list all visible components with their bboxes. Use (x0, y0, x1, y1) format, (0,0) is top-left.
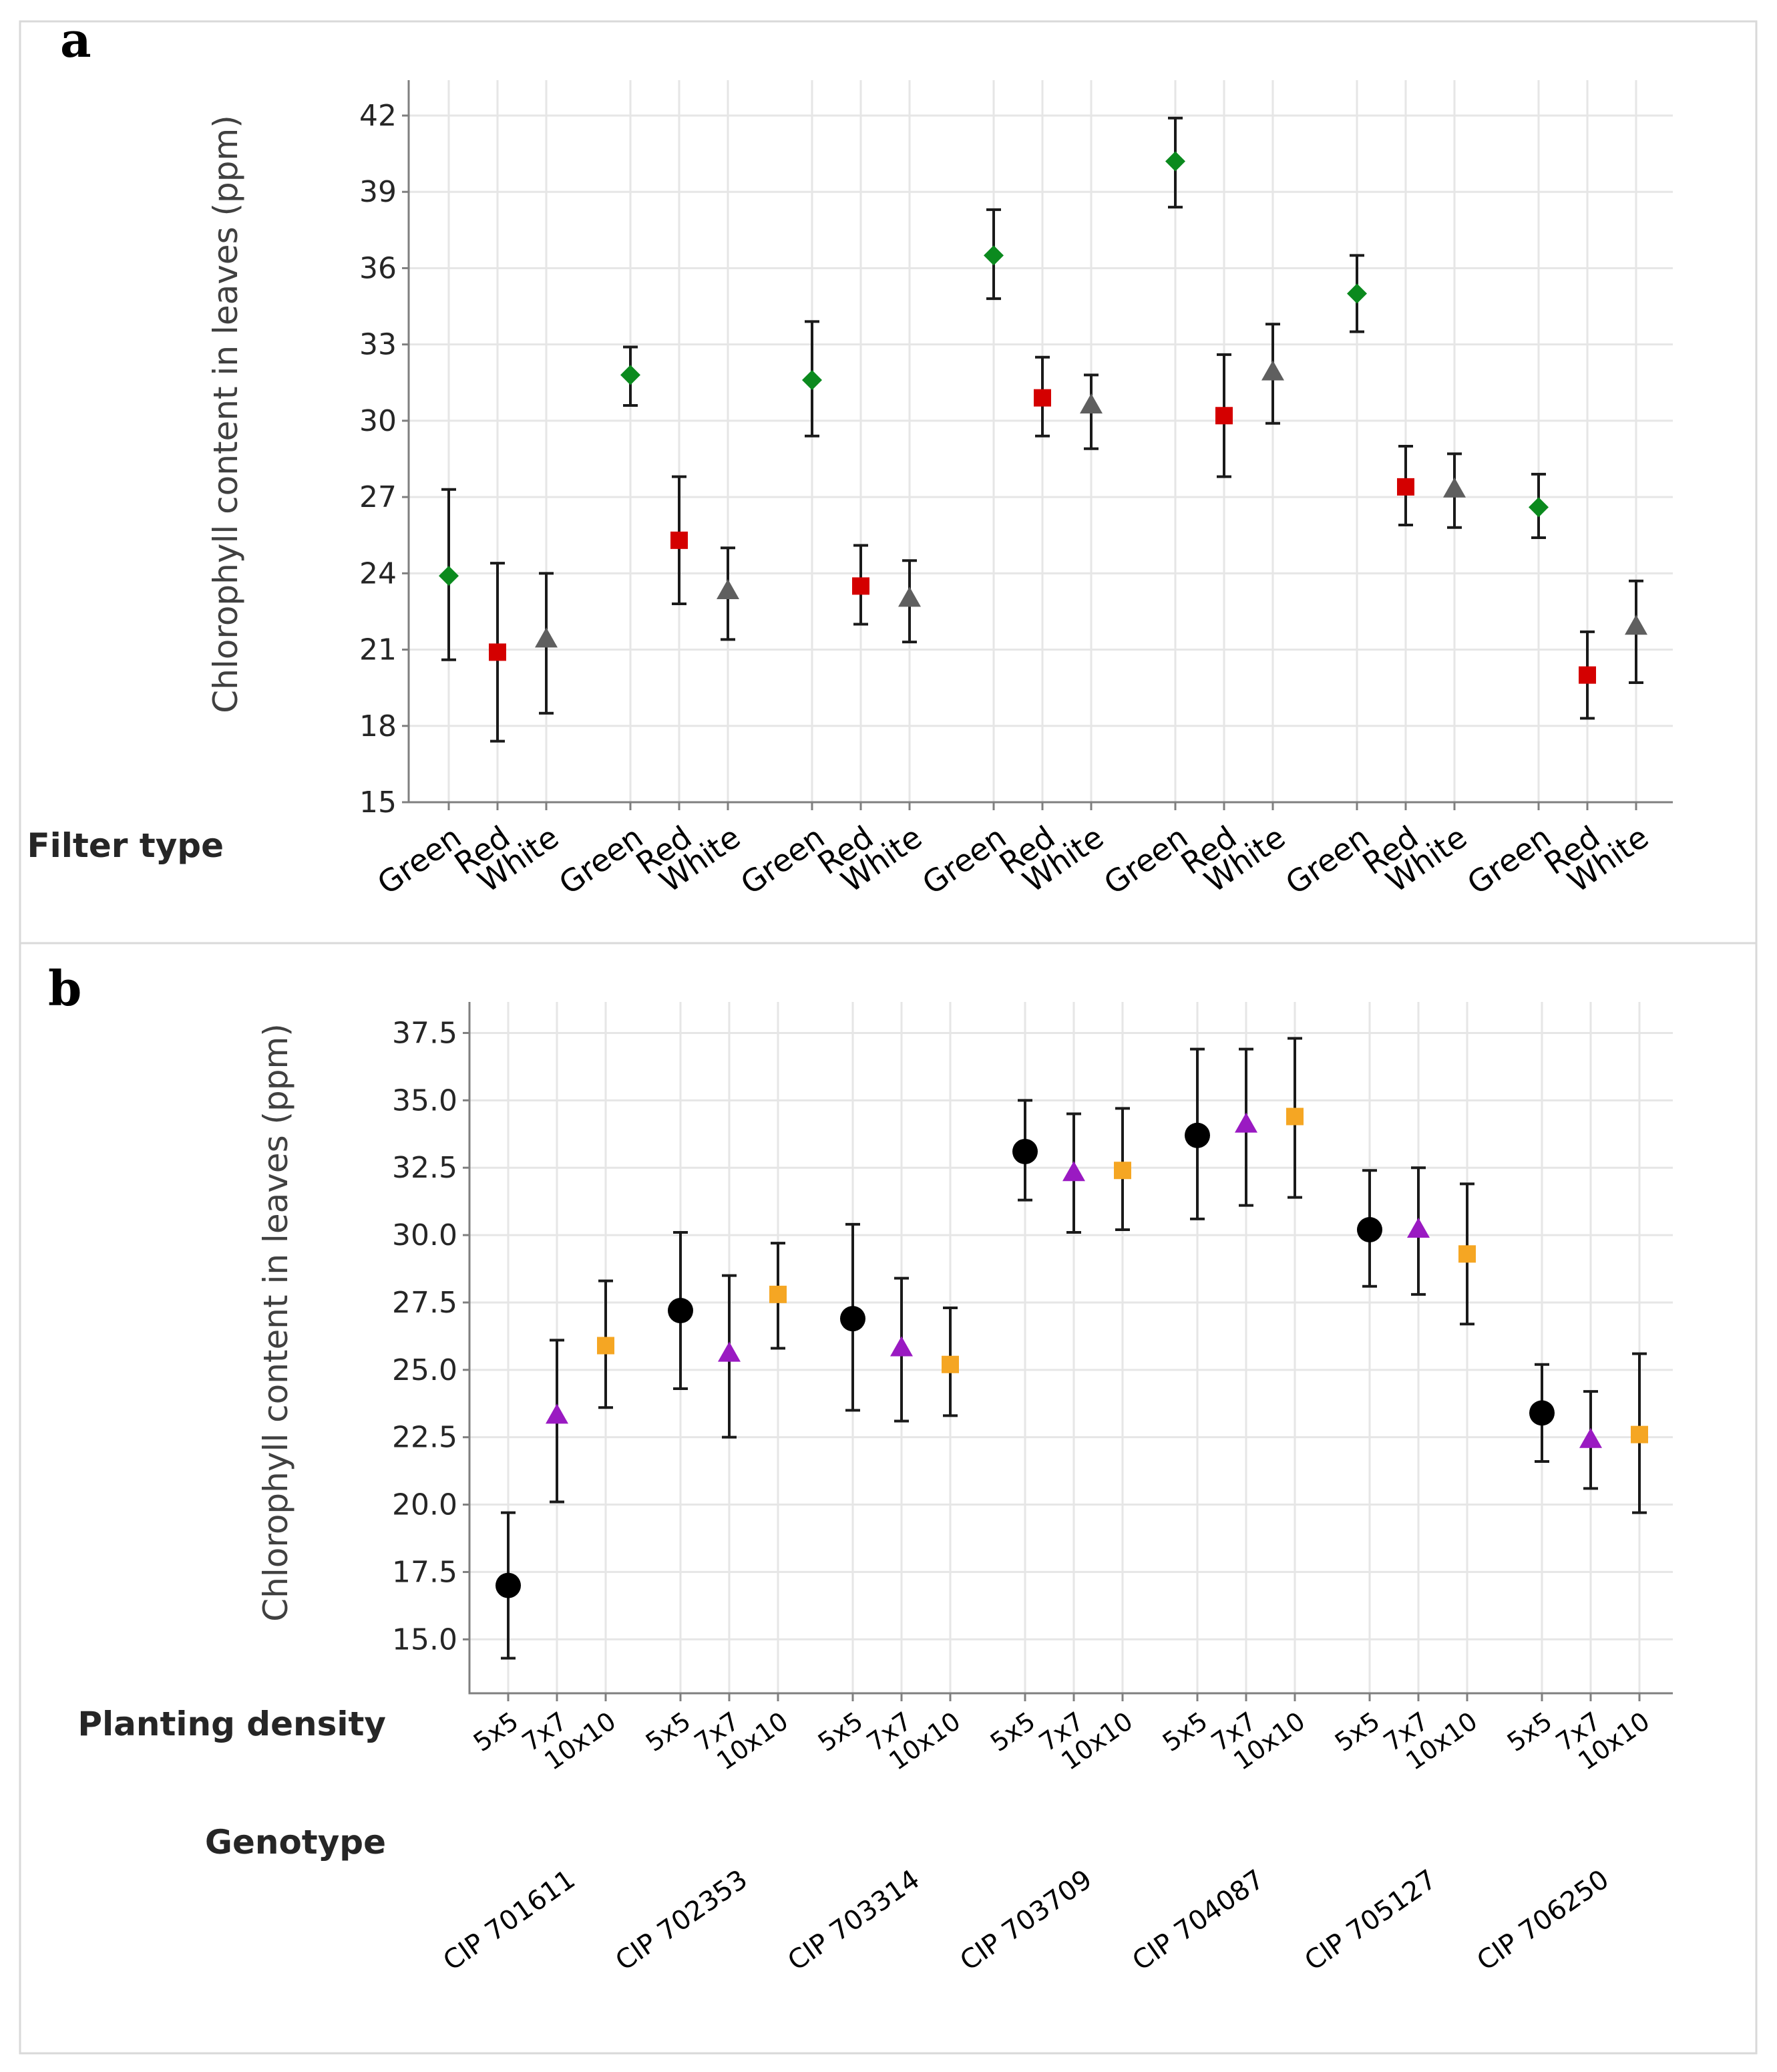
data-point-10x10 (769, 1285, 787, 1303)
data-point-5x5 (1012, 1138, 1038, 1164)
data-point-10x10 (1631, 1425, 1648, 1443)
data-point-10x10 (1114, 1162, 1131, 1180)
data-point-10x10 (597, 1337, 614, 1355)
y-tick-label: 37.5 (392, 1016, 457, 1050)
data-point-5x5 (496, 1572, 521, 1598)
data-point-red (852, 577, 869, 595)
y-tick-label: 35.0 (392, 1083, 457, 1117)
data-point-7x7 (1407, 1218, 1430, 1238)
data-point-7x7 (1062, 1161, 1085, 1182)
data-point-5x5 (668, 1298, 693, 1324)
data-point-green (620, 365, 640, 385)
data-point-7x7 (1235, 1112, 1257, 1133)
data-point-7x7 (546, 1403, 568, 1424)
data-point-red (1397, 478, 1414, 496)
data-point-7x7 (1579, 1427, 1602, 1448)
panel-b-letter: b (48, 960, 81, 1017)
data-point-white (1080, 393, 1103, 414)
y-tick-label: 33 (359, 328, 397, 362)
y-tick-label: 15 (359, 786, 397, 820)
y-tick-label: 24 (359, 556, 397, 590)
axes (407, 80, 1673, 804)
data-point-5x5 (1185, 1122, 1210, 1148)
y-tick-label: 20.0 (392, 1488, 457, 1522)
data-point-5x5 (1529, 1400, 1555, 1426)
y-tick-label: 36 (359, 251, 397, 285)
data-point-green (1165, 151, 1185, 172)
panel-a-letter: a (60, 11, 91, 68)
y-tick-label: 27 (359, 480, 397, 514)
data-point-white (535, 627, 558, 648)
y-tick-label: 30 (359, 404, 397, 438)
data-point-white (1443, 477, 1466, 498)
panel-b-group-label: Genotype (205, 1823, 386, 1862)
data-point-red (1579, 666, 1596, 684)
data-point-green (984, 245, 1004, 266)
y-tick-label: 21 (359, 633, 397, 667)
y-tick-label: 30.0 (392, 1218, 457, 1252)
data-point-white (898, 586, 921, 607)
data-point-10x10 (942, 1355, 959, 1373)
data-point-red (1034, 389, 1051, 407)
data-point-5x5 (840, 1306, 865, 1332)
y-tick-label: 25.0 (392, 1353, 457, 1387)
y-tick-label: 27.5 (392, 1286, 457, 1320)
data-point-green (439, 566, 459, 586)
data-point-white (1625, 615, 1647, 635)
data-point-green (1347, 283, 1367, 304)
y-tick-label: 32.5 (392, 1151, 457, 1185)
data-point-green (1529, 497, 1549, 518)
data-point-green (802, 369, 822, 390)
y-tick-label: 18 (359, 709, 397, 743)
panel-a-y-axis-title: Chlorophyll content in leaves (ppm) (206, 115, 245, 713)
y-tick-label: 22.5 (392, 1421, 457, 1455)
data-point-10x10 (1286, 1107, 1304, 1126)
y-tick-label: 17.5 (392, 1555, 457, 1589)
y-tick-label: 42 (359, 99, 397, 133)
panel-a-frame (19, 20, 1758, 944)
data-point-7x7 (890, 1336, 913, 1357)
panel-b-factor-label: Planting density (77, 1705, 386, 1743)
data-point-red (489, 643, 506, 661)
y-tick-label: 39 (359, 175, 397, 209)
panel-b-y-axis-title: Chlorophyll content in leaves (ppm) (256, 1023, 295, 1621)
data-point-10x10 (1458, 1245, 1476, 1263)
panel-a-factor-label: Filter type (27, 826, 224, 865)
data-point-white (1261, 360, 1284, 381)
y-tick-label: 15.0 (392, 1622, 457, 1657)
data-point-red (670, 531, 688, 549)
axes (468, 1002, 1673, 1695)
data-point-white (717, 578, 739, 599)
data-point-7x7 (718, 1341, 741, 1362)
data-point-5x5 (1357, 1217, 1382, 1242)
data-point-red (1215, 407, 1233, 425)
